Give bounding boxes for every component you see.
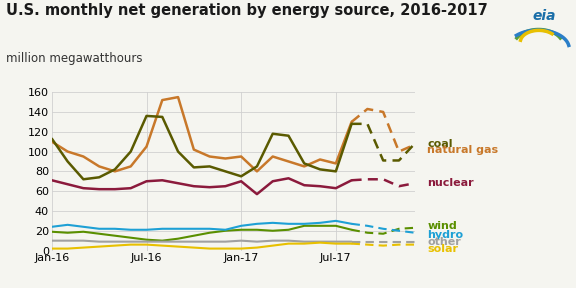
Text: solar: solar (427, 244, 458, 253)
Text: U.S. monthly net generation by energy source, 2016-2017: U.S. monthly net generation by energy so… (6, 3, 487, 18)
Text: natural gas: natural gas (427, 145, 498, 155)
Text: coal: coal (427, 139, 453, 149)
Text: eia: eia (532, 9, 556, 23)
Text: hydro: hydro (427, 230, 464, 240)
Text: wind: wind (427, 221, 457, 231)
Text: nuclear: nuclear (427, 178, 474, 188)
Text: million megawatthours: million megawatthours (6, 52, 142, 65)
Text: other: other (427, 237, 461, 247)
